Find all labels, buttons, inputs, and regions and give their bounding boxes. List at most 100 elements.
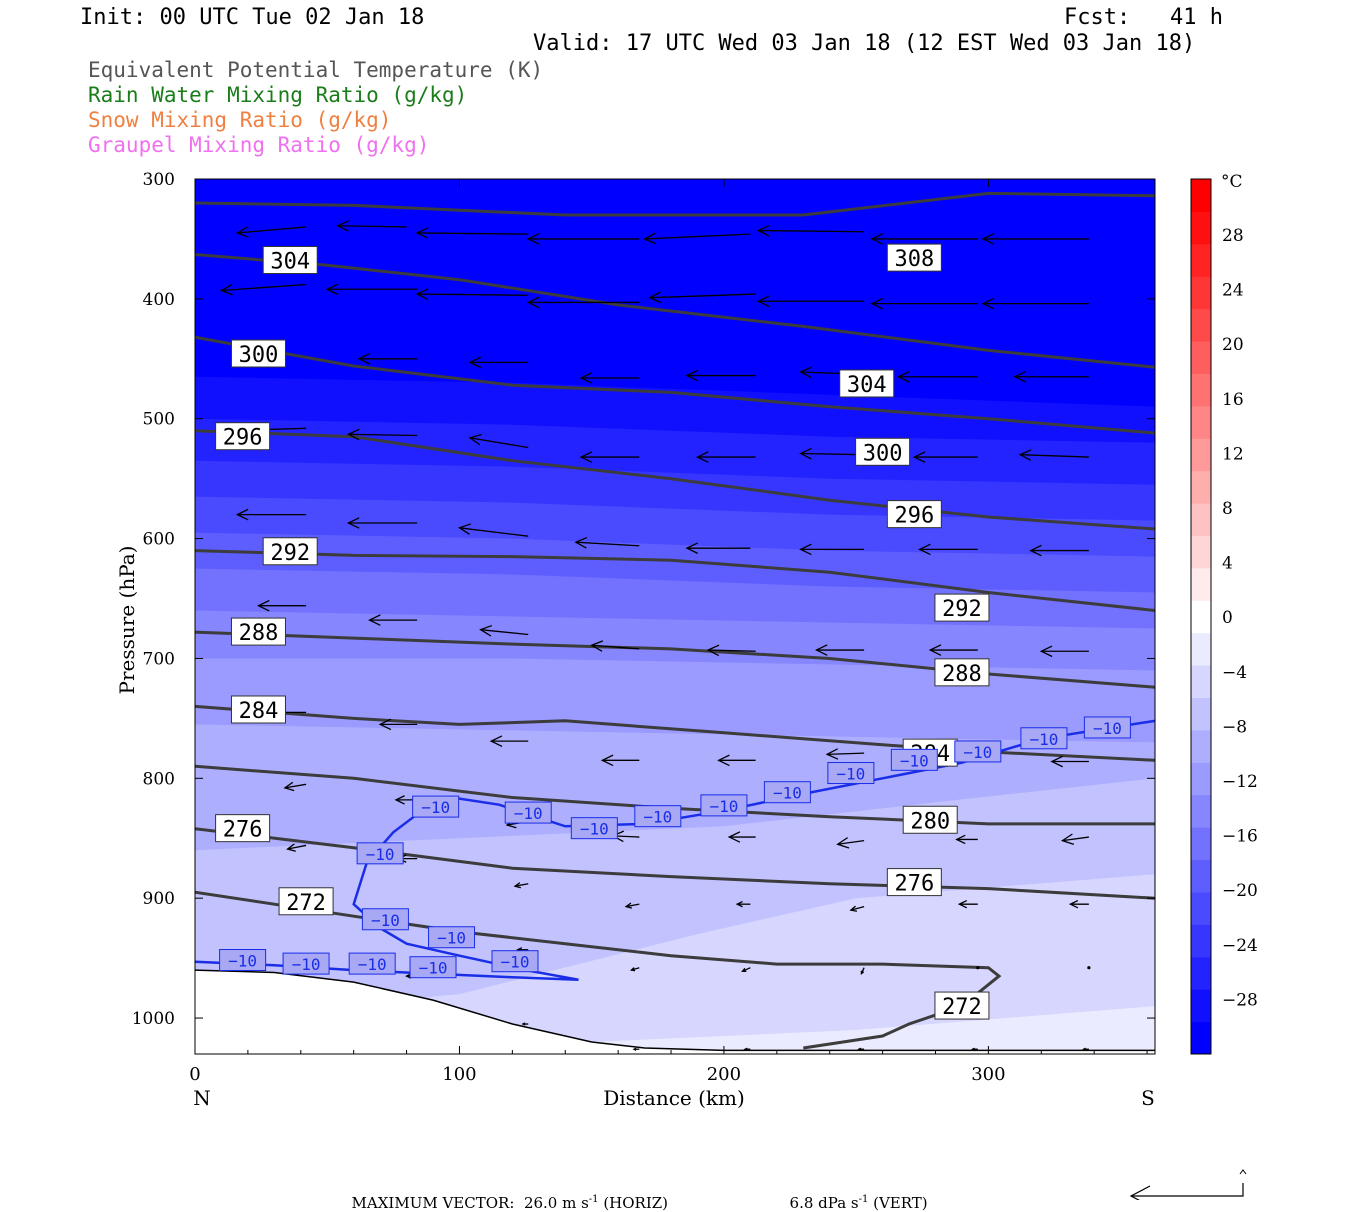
svg-text:308: 308	[894, 247, 934, 272]
y-axis-label: Pressure (hPa)	[115, 546, 139, 695]
minus10-label-17: −10	[1020, 727, 1068, 750]
colorbar-swatch-10	[1191, 697, 1211, 731]
svg-text:296: 296	[894, 504, 934, 529]
minus10-label-14: −10	[827, 762, 875, 785]
minus10-label-4: −10	[361, 908, 409, 931]
wind-vector-75	[629, 967, 640, 972]
wind-vector-39	[1029, 544, 1089, 557]
minus10-label-10: −10	[570, 817, 618, 840]
wind-vector-80	[521, 1022, 529, 1026]
wind-vector-81	[632, 1047, 640, 1051]
wind-vector-42	[479, 624, 529, 637]
theta-e-label-11: 284	[230, 695, 286, 724]
legend-rain: Rain Water Mixing Ratio (g/kg)	[88, 83, 468, 107]
x-tick-label-100: 100	[442, 1064, 476, 1085]
svg-text:−10: −10	[900, 751, 929, 770]
colorbar-label-3: 16	[1222, 390, 1244, 410]
theta-e-label-1: 308	[886, 243, 942, 272]
x-axis-label: Distance (km)	[603, 1086, 745, 1110]
minus10-label-12: −10	[700, 794, 748, 817]
colorbar-swatch-25	[1191, 211, 1211, 245]
theta-e-label-6: 296	[886, 500, 942, 529]
colorbar-frame	[1190, 178, 1212, 1055]
svg-text:−10: −10	[437, 929, 466, 948]
svg-text:−10: −10	[371, 911, 400, 930]
minus10-label-9: −10	[504, 801, 552, 824]
wind-vector-1	[336, 220, 407, 232]
minus10-label-6: −10	[491, 950, 539, 973]
wind-vector-46	[928, 644, 978, 656]
colorbar-swatch-2	[1191, 956, 1211, 990]
wind-vector-19	[579, 372, 640, 384]
y-tick-label-800: 800	[143, 769, 175, 789]
svg-text:−10: −10	[580, 820, 609, 839]
wind-vector-53	[825, 748, 865, 760]
legend-theta-e: Equivalent Potential Temperature (K)	[88, 58, 544, 82]
wind-vector-7	[981, 233, 1089, 245]
colorbar-label-10: −12	[1222, 772, 1258, 792]
wind-vector-37	[799, 543, 865, 556]
svg-text:288: 288	[239, 621, 279, 646]
colorbar-swatch-3	[1191, 924, 1211, 958]
colorbar-label-12: −20	[1222, 881, 1258, 901]
wind-vector-71	[1068, 899, 1089, 909]
colorbar-label-13: −24	[1222, 936, 1258, 956]
svg-text:288: 288	[942, 662, 982, 687]
y-tick-label-500: 500	[143, 410, 175, 430]
colorbar-label-1: 24	[1222, 281, 1244, 301]
minus10-label-3: −10	[409, 956, 457, 979]
wind-vector-17	[357, 352, 418, 365]
wind-vector-43	[590, 640, 640, 652]
wind-vector-70	[957, 899, 978, 909]
svg-text:−10: −10	[1029, 730, 1058, 749]
wind-vector-12	[648, 291, 756, 304]
wind-vector-62	[955, 834, 978, 845]
svg-text:292: 292	[942, 597, 982, 622]
colorbar: °C 28 24 20 16 12 8 4 0 −4 −8 −12 −16 −20 −24 −28	[1190, 172, 1258, 1055]
y-tick-label-400: 400	[143, 290, 175, 310]
plot-frame	[194, 178, 1156, 1055]
colorbar-swatch-11	[1191, 665, 1211, 699]
wind-vector-79	[1087, 966, 1091, 970]
wind-vector-47	[1039, 645, 1089, 658]
colorbar-swatch-12	[1191, 632, 1211, 666]
svg-text:−10: −10	[228, 952, 257, 971]
colorbar-swatch-23	[1191, 276, 1211, 310]
wind-vector-26	[468, 433, 529, 449]
legend-snow: Snow Mixing Ratio (g/kg)	[88, 108, 392, 132]
wind-vector-33	[346, 517, 418, 529]
svg-text:−10: −10	[501, 953, 530, 972]
wind-vector-77	[860, 967, 865, 976]
wind-vector-85	[1082, 1047, 1089, 1051]
wind-vector-61	[836, 837, 865, 849]
max-vector-vert: 6.8 dPa s-1 (VERT)	[789, 1194, 928, 1212]
colorbar-swatch-13	[1191, 600, 1211, 634]
colorbar-label-5: 8	[1222, 499, 1233, 519]
x-tick-label-200: 200	[707, 1064, 741, 1085]
svg-text:276: 276	[223, 818, 263, 843]
wind-vector-10	[415, 288, 529, 300]
theta-e-label-4: 296	[215, 422, 271, 451]
colorbar-label-4: 12	[1222, 444, 1244, 464]
wind-vector-64	[286, 843, 307, 852]
wind-vector-22	[896, 370, 978, 383]
theta-e-308	[195, 191, 1155, 217]
svg-text:−10: −10	[514, 804, 543, 823]
wind-vector-63	[1060, 833, 1089, 845]
svg-text:304: 304	[270, 250, 310, 275]
wind-vector-6	[870, 233, 978, 245]
wind-vector-36	[685, 542, 751, 554]
theta-e-label-8: 292	[934, 593, 990, 622]
svg-text:284: 284	[239, 699, 279, 724]
colorbar-swatch-15	[1191, 535, 1211, 569]
colorbar-label-9: −8	[1222, 717, 1247, 737]
svg-text:−10: −10	[773, 784, 802, 803]
north-label: N	[193, 1086, 211, 1110]
minus10-label-7: −10	[356, 842, 404, 865]
wind-vector-4	[643, 232, 751, 245]
colorbar-label-8: −4	[1222, 663, 1247, 683]
wind-vector-18	[468, 356, 529, 369]
wind-vector-14	[870, 297, 978, 310]
colorbar-swatch-17	[1191, 470, 1211, 504]
